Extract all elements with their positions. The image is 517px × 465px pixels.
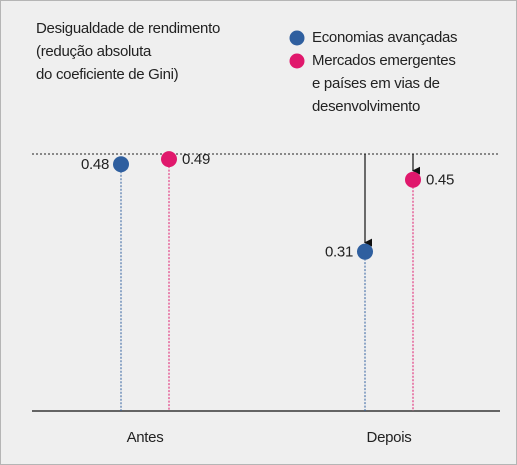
x-tick-label: Depois xyxy=(367,429,412,446)
x-tick-label: Antes xyxy=(127,429,164,446)
dot xyxy=(161,151,177,168)
value-label: 0.49 xyxy=(182,151,210,168)
legend-marker xyxy=(289,30,305,46)
value-label: 0.45 xyxy=(426,172,454,189)
value-label: 0.31 xyxy=(325,244,353,261)
dot xyxy=(113,156,129,173)
legend-marker xyxy=(289,53,305,69)
dot xyxy=(405,171,421,188)
value-label: 0.48 xyxy=(81,156,109,173)
legend-label: Mercados emergentes e países em vias de … xyxy=(312,52,456,115)
chart-title: Desigualdade de rendimento (redução abso… xyxy=(36,20,220,83)
dot xyxy=(357,243,373,260)
legend-label: Economias avançadas xyxy=(312,29,458,46)
